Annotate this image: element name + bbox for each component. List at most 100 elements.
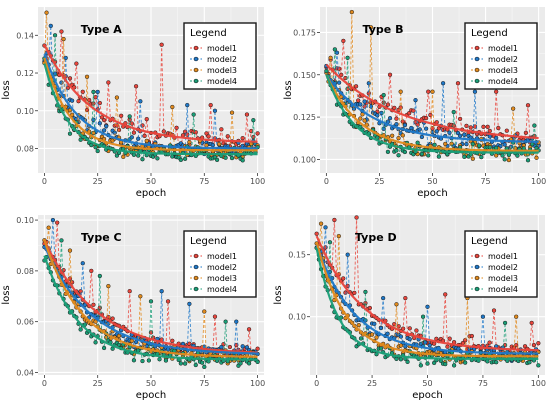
x-tick-label: 0 <box>314 379 319 388</box>
data-point-model4 <box>345 55 350 60</box>
legend-label-model3: model3 <box>488 66 518 75</box>
data-point-model1 <box>110 316 115 321</box>
y-tick-label: 0.04 <box>16 368 34 377</box>
x-axis-title: epoch <box>417 188 447 199</box>
x-tick-label: 25 <box>367 379 377 388</box>
legend-box <box>464 22 538 90</box>
y-tick-label: 0.10 <box>288 313 306 322</box>
y-tick-label: 0.10 <box>16 216 34 225</box>
data-point-model1 <box>356 98 361 103</box>
smooth-curve-model1 <box>43 44 258 143</box>
data-point-model4 <box>432 360 437 366</box>
data-point-model1 <box>443 292 448 297</box>
data-point-model1 <box>398 105 403 110</box>
data-point-model3 <box>430 89 435 94</box>
data-point-model4 <box>477 143 482 148</box>
data-point-model2 <box>244 345 250 350</box>
legend-box <box>183 230 257 298</box>
data-point-model1 <box>119 113 124 118</box>
x-tick-label: 100 <box>531 177 546 186</box>
data-point-model4 <box>191 112 196 117</box>
data-point-model1 <box>76 99 81 104</box>
data-point-model1 <box>536 341 541 346</box>
smooth-curve-model4 <box>315 248 539 360</box>
data-point-model4 <box>101 345 107 351</box>
data-point-model4 <box>378 346 384 351</box>
data-point-model3 <box>204 143 209 148</box>
smooth-curve-model1 <box>43 239 258 354</box>
data-point-model2 <box>387 116 393 121</box>
data-point-model1 <box>255 131 260 136</box>
x-axis-title: epoch <box>136 390 166 401</box>
x-tick-label: 25 <box>374 177 384 186</box>
data-point-model4 <box>420 314 426 319</box>
data-point-model4 <box>146 358 152 363</box>
data-point-model1 <box>246 327 252 332</box>
data-point-model1 <box>487 340 492 345</box>
chart-panel-4: 0 25 50 75 100 0.10 0.15 epoch loss Type D Legend m… <box>273 215 546 401</box>
x-tick-label: 50 <box>427 177 437 186</box>
data-point-model3 <box>394 302 399 307</box>
data-point-model2 <box>210 142 215 148</box>
data-point-model2 <box>480 314 486 319</box>
data-point-model1 <box>332 217 337 223</box>
data-point-model3 <box>328 55 333 60</box>
data-point-model3 <box>506 157 512 163</box>
data-point-model2 <box>419 134 425 140</box>
data-point-model1 <box>74 61 79 66</box>
data-point-model1 <box>255 346 260 351</box>
data-point-model4 <box>487 145 492 150</box>
y-axis-title: loss <box>273 285 284 304</box>
data-point-model4 <box>148 299 154 304</box>
data-point-model1 <box>97 100 102 106</box>
data-point-model3 <box>121 154 126 159</box>
data-point-model1 <box>165 299 171 304</box>
smooth-curve-model1 <box>325 63 539 140</box>
data-point-model2 <box>358 102 363 107</box>
data-point-model4 <box>494 360 499 365</box>
y-tick-label: 0.12 <box>16 69 34 78</box>
legend-label-model1: model1 <box>488 252 518 261</box>
chart-panel-3: 0 25 50 75 100 0.04 0.06 0.08 0.10 epoch loss Type … <box>1 215 265 401</box>
data-point-model2 <box>372 321 377 326</box>
data-point-model2 <box>138 99 143 104</box>
data-point-model4 <box>157 357 162 362</box>
data-point-model4 <box>530 142 535 147</box>
data-point-model2 <box>219 344 224 350</box>
y-tick-label: 0.08 <box>16 144 34 153</box>
data-point-model4 <box>479 155 484 160</box>
legend-label-model3: model3 <box>207 274 237 283</box>
data-point-model1 <box>469 333 474 339</box>
data-point-model4 <box>462 154 467 159</box>
legend-key-point-model4 <box>474 78 480 84</box>
legend-label-model2: model2 <box>207 263 237 272</box>
data-point-model1 <box>227 344 233 350</box>
data-point-model4 <box>206 359 211 364</box>
data-point-model2 <box>464 142 469 147</box>
data-point-model4 <box>418 363 424 368</box>
data-point-model4 <box>527 360 532 365</box>
data-point-model4 <box>78 327 83 332</box>
data-point-model4 <box>163 358 169 363</box>
data-point-model4 <box>52 33 58 38</box>
x-tick-label: 25 <box>93 177 103 186</box>
legend-key-point-model3 <box>193 275 199 281</box>
data-point-model3 <box>358 116 363 121</box>
data-point-model3 <box>106 283 111 289</box>
data-point-model4 <box>91 89 96 95</box>
data-point-model1 <box>99 115 105 120</box>
y-axis-title: loss <box>1 80 12 99</box>
data-point-model4 <box>363 289 368 295</box>
data-point-model1 <box>463 338 468 343</box>
legend-key-point-model1 <box>193 253 199 259</box>
legend-title: Legend <box>190 236 227 247</box>
legend-key-point-model2 <box>474 264 480 270</box>
data-point-model4 <box>182 361 188 366</box>
data-point-model1 <box>531 342 537 348</box>
data-point-model1 <box>525 103 531 108</box>
legend-box <box>464 230 538 298</box>
data-point-model1 <box>504 128 509 133</box>
legend-label-model2: model2 <box>488 263 518 272</box>
smooth-curve-model1 <box>315 235 539 352</box>
data-point-model3 <box>67 248 73 253</box>
